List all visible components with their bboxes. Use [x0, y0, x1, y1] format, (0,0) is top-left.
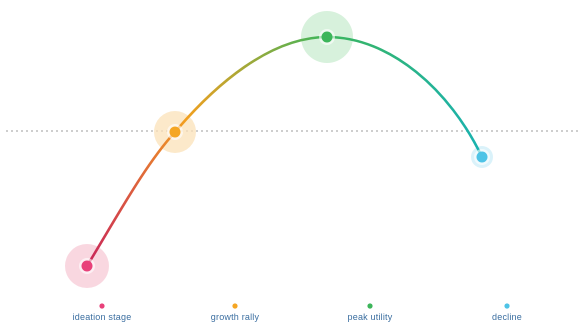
- marker-decline[interactable]: [476, 151, 488, 163]
- stage-label-growth: growth rally: [210, 312, 260, 322]
- stage-label-decline: decline: [492, 312, 522, 322]
- label-bullet-ideation: [99, 303, 105, 309]
- stage-halos: [65, 11, 493, 288]
- label-bullet-decline: [504, 303, 510, 309]
- lifecycle-curve: [85, 35, 484, 268]
- stage-markers: [79, 29, 510, 309]
- stage-labels-row: ideation stage growth rally peak utility…: [0, 312, 583, 328]
- stage-label-peak: peak utility: [347, 312, 393, 322]
- marker-ideation[interactable]: [81, 260, 93, 272]
- marker-growth[interactable]: [169, 126, 181, 138]
- label-bullet-peak: [367, 303, 373, 309]
- label-bullet-growth: [232, 303, 238, 309]
- marker-peak[interactable]: [321, 31, 333, 43]
- stage-label-ideation: ideation stage: [72, 312, 132, 322]
